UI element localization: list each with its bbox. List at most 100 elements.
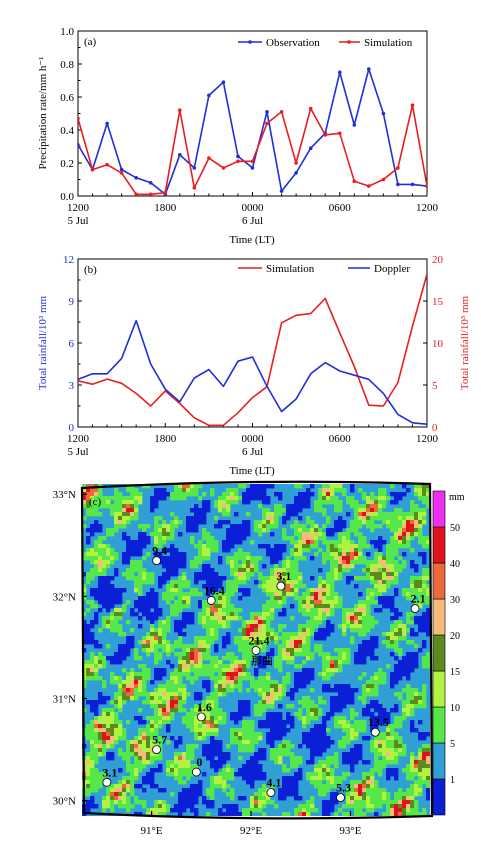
rain-cell xyxy=(154,800,159,805)
rain-cell xyxy=(306,736,311,741)
rain-cell xyxy=(258,768,263,773)
rain-cell xyxy=(310,728,315,733)
rain-cell xyxy=(206,756,211,761)
rain-cell xyxy=(306,812,311,816)
rain-cell xyxy=(322,540,327,545)
rain-cell xyxy=(370,652,375,657)
rain-cell xyxy=(90,760,95,765)
rain-cell xyxy=(382,760,387,765)
rain-cell xyxy=(322,676,327,681)
rain-cell xyxy=(422,696,427,701)
rain-cell xyxy=(134,784,139,789)
rain-cell xyxy=(350,628,355,633)
rain-cell xyxy=(294,576,299,581)
rain-cell xyxy=(346,568,351,573)
rain-cell xyxy=(402,660,407,665)
rain-cell xyxy=(222,656,227,661)
rain-cell xyxy=(358,552,363,557)
rain-cell xyxy=(186,644,191,649)
rain-cell xyxy=(426,624,430,629)
panel-a-frame xyxy=(77,30,428,197)
rain-cell xyxy=(110,784,115,789)
rain-cell xyxy=(382,748,387,753)
rain-cell xyxy=(158,752,163,757)
rain-cell xyxy=(162,700,167,705)
rain-cell xyxy=(254,636,259,641)
rain-cell xyxy=(374,740,379,745)
rain-cell xyxy=(262,508,267,513)
rain-cell xyxy=(334,656,339,661)
station-value: 5.3 xyxy=(336,781,351,795)
rain-cell xyxy=(178,780,183,785)
rain-cell xyxy=(250,644,255,649)
rain-cell xyxy=(246,564,251,569)
rain-cell xyxy=(390,680,395,685)
rain-cell xyxy=(270,800,275,805)
rain-cell xyxy=(146,604,151,609)
rain-cell xyxy=(378,792,383,797)
rain-cell xyxy=(134,648,139,653)
rain-cell xyxy=(250,640,255,645)
rain-cell xyxy=(346,620,351,625)
rain-cell xyxy=(94,620,99,625)
rain-cell xyxy=(178,620,183,625)
rain-cell xyxy=(122,784,127,789)
rain-cell xyxy=(226,776,231,781)
rain-cell xyxy=(374,540,379,545)
rain-cell xyxy=(110,788,115,793)
rain-cell xyxy=(206,648,211,653)
rain-cell xyxy=(306,544,311,549)
rain-cell xyxy=(130,776,135,781)
rain-cell xyxy=(410,564,415,569)
rain-cell xyxy=(298,528,303,533)
rain-cell xyxy=(258,496,263,501)
rain-cell xyxy=(298,536,303,541)
rain-cell xyxy=(210,740,215,745)
rain-cell xyxy=(258,656,263,661)
rain-cell xyxy=(170,808,175,813)
rain-cell xyxy=(238,772,243,777)
rain-cell xyxy=(158,764,163,769)
rain-cell xyxy=(330,568,335,573)
rain-cell xyxy=(290,752,295,757)
rain-cell xyxy=(158,716,163,721)
rain-cell xyxy=(146,752,151,757)
rain-cell xyxy=(178,804,183,809)
rain-cell xyxy=(270,596,275,601)
rain-cell xyxy=(146,808,151,813)
rain-cell xyxy=(378,764,383,769)
rain-cell xyxy=(170,512,175,517)
rain-cell xyxy=(258,640,263,645)
rain-cell xyxy=(302,496,307,501)
rain-cell xyxy=(230,488,235,493)
rain-cell xyxy=(138,720,143,725)
rain-cell xyxy=(366,520,371,525)
rain-cell xyxy=(214,684,219,689)
rain-cell xyxy=(158,688,163,693)
rain-cell xyxy=(310,556,315,561)
rain-cell xyxy=(342,536,347,541)
rain-cell xyxy=(286,584,291,589)
rain-cell xyxy=(110,508,115,513)
rain-cell xyxy=(222,512,227,517)
rain-cell xyxy=(170,524,175,529)
rain-cell xyxy=(94,508,99,513)
rain-cell xyxy=(318,788,323,793)
rain-cell xyxy=(294,776,299,781)
rain-cell xyxy=(234,588,239,593)
rain-cell xyxy=(310,628,315,633)
rain-cell xyxy=(142,720,147,725)
rain-cell xyxy=(418,536,423,541)
rain-cell xyxy=(94,664,99,669)
rain-cell xyxy=(310,528,315,533)
rain-cell xyxy=(274,516,279,521)
rain-cell xyxy=(126,508,131,513)
rain-cell xyxy=(242,712,247,717)
rain-cell xyxy=(118,708,123,713)
rain-cell xyxy=(426,756,430,761)
rain-cell xyxy=(202,648,207,653)
rain-cell xyxy=(386,512,391,517)
rain-cell xyxy=(138,604,143,609)
rain-cell xyxy=(182,720,187,725)
rain-cell xyxy=(138,748,143,753)
